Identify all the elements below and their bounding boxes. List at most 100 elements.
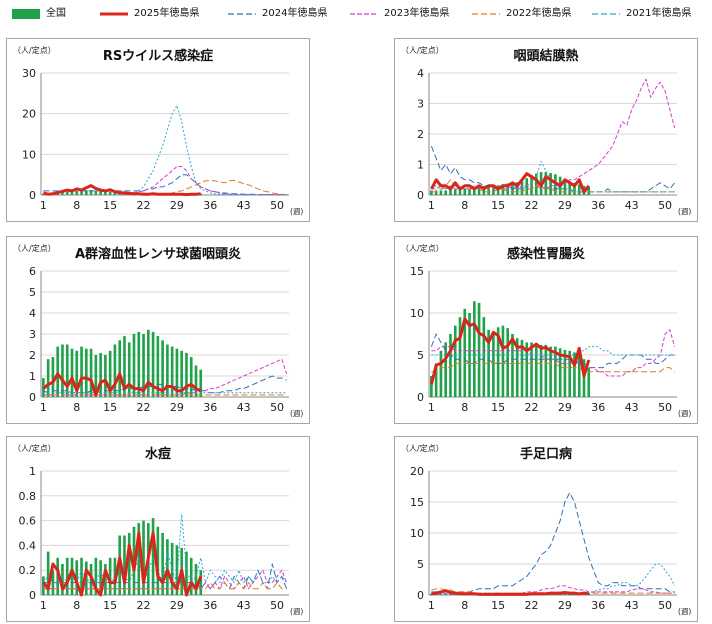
chart-title: RSウイルス感染症	[102, 49, 214, 64]
series-line-tokushima-2021	[431, 346, 675, 356]
x-tick-label: 43	[237, 199, 251, 212]
y-tick-label: 4	[417, 67, 424, 80]
x-tick-label: 29	[558, 199, 572, 212]
bar-national	[458, 317, 462, 397]
x-tick-label: 50	[270, 401, 284, 414]
bar-national	[563, 179, 567, 195]
bar-national	[449, 334, 452, 397]
bar-national	[563, 593, 567, 595]
x-tick-label: 29	[170, 401, 184, 414]
x-tick-label: 22	[137, 401, 151, 414]
series-line-tokushima-2023	[431, 329, 676, 377]
bar-national	[453, 189, 457, 195]
bar-national	[430, 593, 433, 595]
bar-national	[61, 344, 64, 397]
x-tick-label: 8	[461, 599, 468, 612]
bar-national	[151, 331, 155, 397]
chart-legend: 全国 2025年徳島県 2024年徳島県 2023年徳島県 2022年徳島県 2…	[0, 0, 712, 28]
bar-national	[482, 185, 486, 195]
x-tick-label: 15	[491, 401, 505, 414]
x-tick-label: 1	[40, 199, 47, 212]
bar-national	[449, 189, 452, 195]
bar-national	[468, 188, 471, 195]
bar-national	[94, 355, 98, 397]
bar-national	[80, 190, 83, 195]
bar-national	[99, 352, 102, 397]
bar-national	[65, 191, 69, 195]
x-tick-label: 29	[170, 599, 184, 612]
chart-svg-varicella: 0 0.2 0.4 0.6 0.8 1 1 8 15 22 29 36 43 50	[19, 465, 289, 612]
bar-national	[577, 355, 581, 397]
series-line-tokushima-2025	[42, 531, 203, 597]
chart-title: 咽頭結膜熱	[513, 49, 579, 64]
bar-national	[199, 369, 203, 397]
bar-national	[501, 325, 505, 397]
series-line-tokushima-2025	[431, 589, 590, 596]
chart-svg-hfmd: 0 5 10 15 20 1 8 15 22 29 36 43 50	[410, 465, 677, 612]
bar-national	[142, 520, 145, 595]
bar-national	[449, 593, 452, 595]
bar-national	[430, 190, 433, 195]
bar-national	[75, 560, 79, 595]
bar-national	[573, 352, 576, 397]
y-unit-label: （人/定点）	[401, 46, 444, 55]
bar-national	[534, 173, 538, 195]
bar-national	[65, 344, 69, 397]
bar-national	[80, 557, 83, 595]
x-tick-label: 43	[625, 199, 639, 212]
bar-national	[118, 340, 122, 397]
x-tick-label: 22	[137, 199, 151, 212]
bar-national	[189, 557, 193, 595]
x-unit-label: (週)	[290, 207, 304, 216]
bar-national	[70, 348, 74, 397]
chart-svg-gastro: 0 5 10 15 1 8 15 22 29 36 43 50	[410, 265, 677, 414]
bar-national	[194, 564, 198, 595]
bar-national	[525, 178, 529, 195]
bar-national	[477, 302, 481, 397]
bar-national	[487, 329, 490, 397]
series-line-tokushima-2024	[431, 492, 675, 593]
legend-label-national: 全国	[46, 8, 66, 19]
bar-national	[108, 191, 112, 195]
y-tick-label: 20	[410, 465, 424, 478]
bar-national	[549, 173, 552, 195]
bar-national	[472, 187, 476, 195]
bar-national	[123, 336, 126, 397]
bar-national	[180, 350, 184, 397]
legend-swatch-national	[12, 9, 40, 19]
bar-national	[94, 557, 98, 595]
chart-panel-varicella: 0 0.2 0.4 0.6 0.8 1 1 8 15 22 29 36 43 50 （人/定点） 水痘 (…	[6, 436, 310, 622]
x-tick-label: 15	[103, 599, 117, 612]
x-unit-label: (週)	[678, 409, 692, 418]
bar-national	[84, 190, 88, 195]
bar-national	[166, 344, 169, 397]
chart-panel-hfmd: 0 5 10 15 20 1 8 15 22 29 36 43 50 （人/定点） 手足口病 (週)	[394, 436, 698, 622]
bar-national	[156, 526, 160, 595]
series-line-tokushima-2024	[43, 174, 287, 196]
bar-national	[104, 564, 107, 595]
y-tick-label: 0	[29, 589, 36, 602]
y-tick-label: 10	[410, 307, 424, 320]
x-tick-label: 36	[203, 401, 217, 414]
bar-national	[94, 190, 98, 195]
y-unit-label: （人/定点）	[401, 444, 444, 453]
bar-national	[544, 344, 548, 397]
bar-national	[482, 317, 486, 397]
bar-national	[539, 344, 543, 397]
bar-national	[104, 355, 107, 397]
bar-national	[520, 181, 524, 195]
bar-national	[558, 348, 562, 397]
bar-national	[434, 363, 438, 397]
y-tick-label: 0	[417, 189, 424, 202]
bar-national	[194, 365, 198, 397]
y-tick-label: 4	[29, 307, 36, 320]
bar-national	[453, 325, 457, 397]
bar-national	[463, 308, 467, 397]
bar-national	[501, 184, 505, 195]
x-tick-label: 8	[73, 199, 80, 212]
y-tick-label: 0.6	[19, 515, 37, 528]
bar-national	[127, 342, 131, 397]
bar-national	[161, 340, 164, 397]
series-line-tokushima-2025	[43, 184, 201, 197]
